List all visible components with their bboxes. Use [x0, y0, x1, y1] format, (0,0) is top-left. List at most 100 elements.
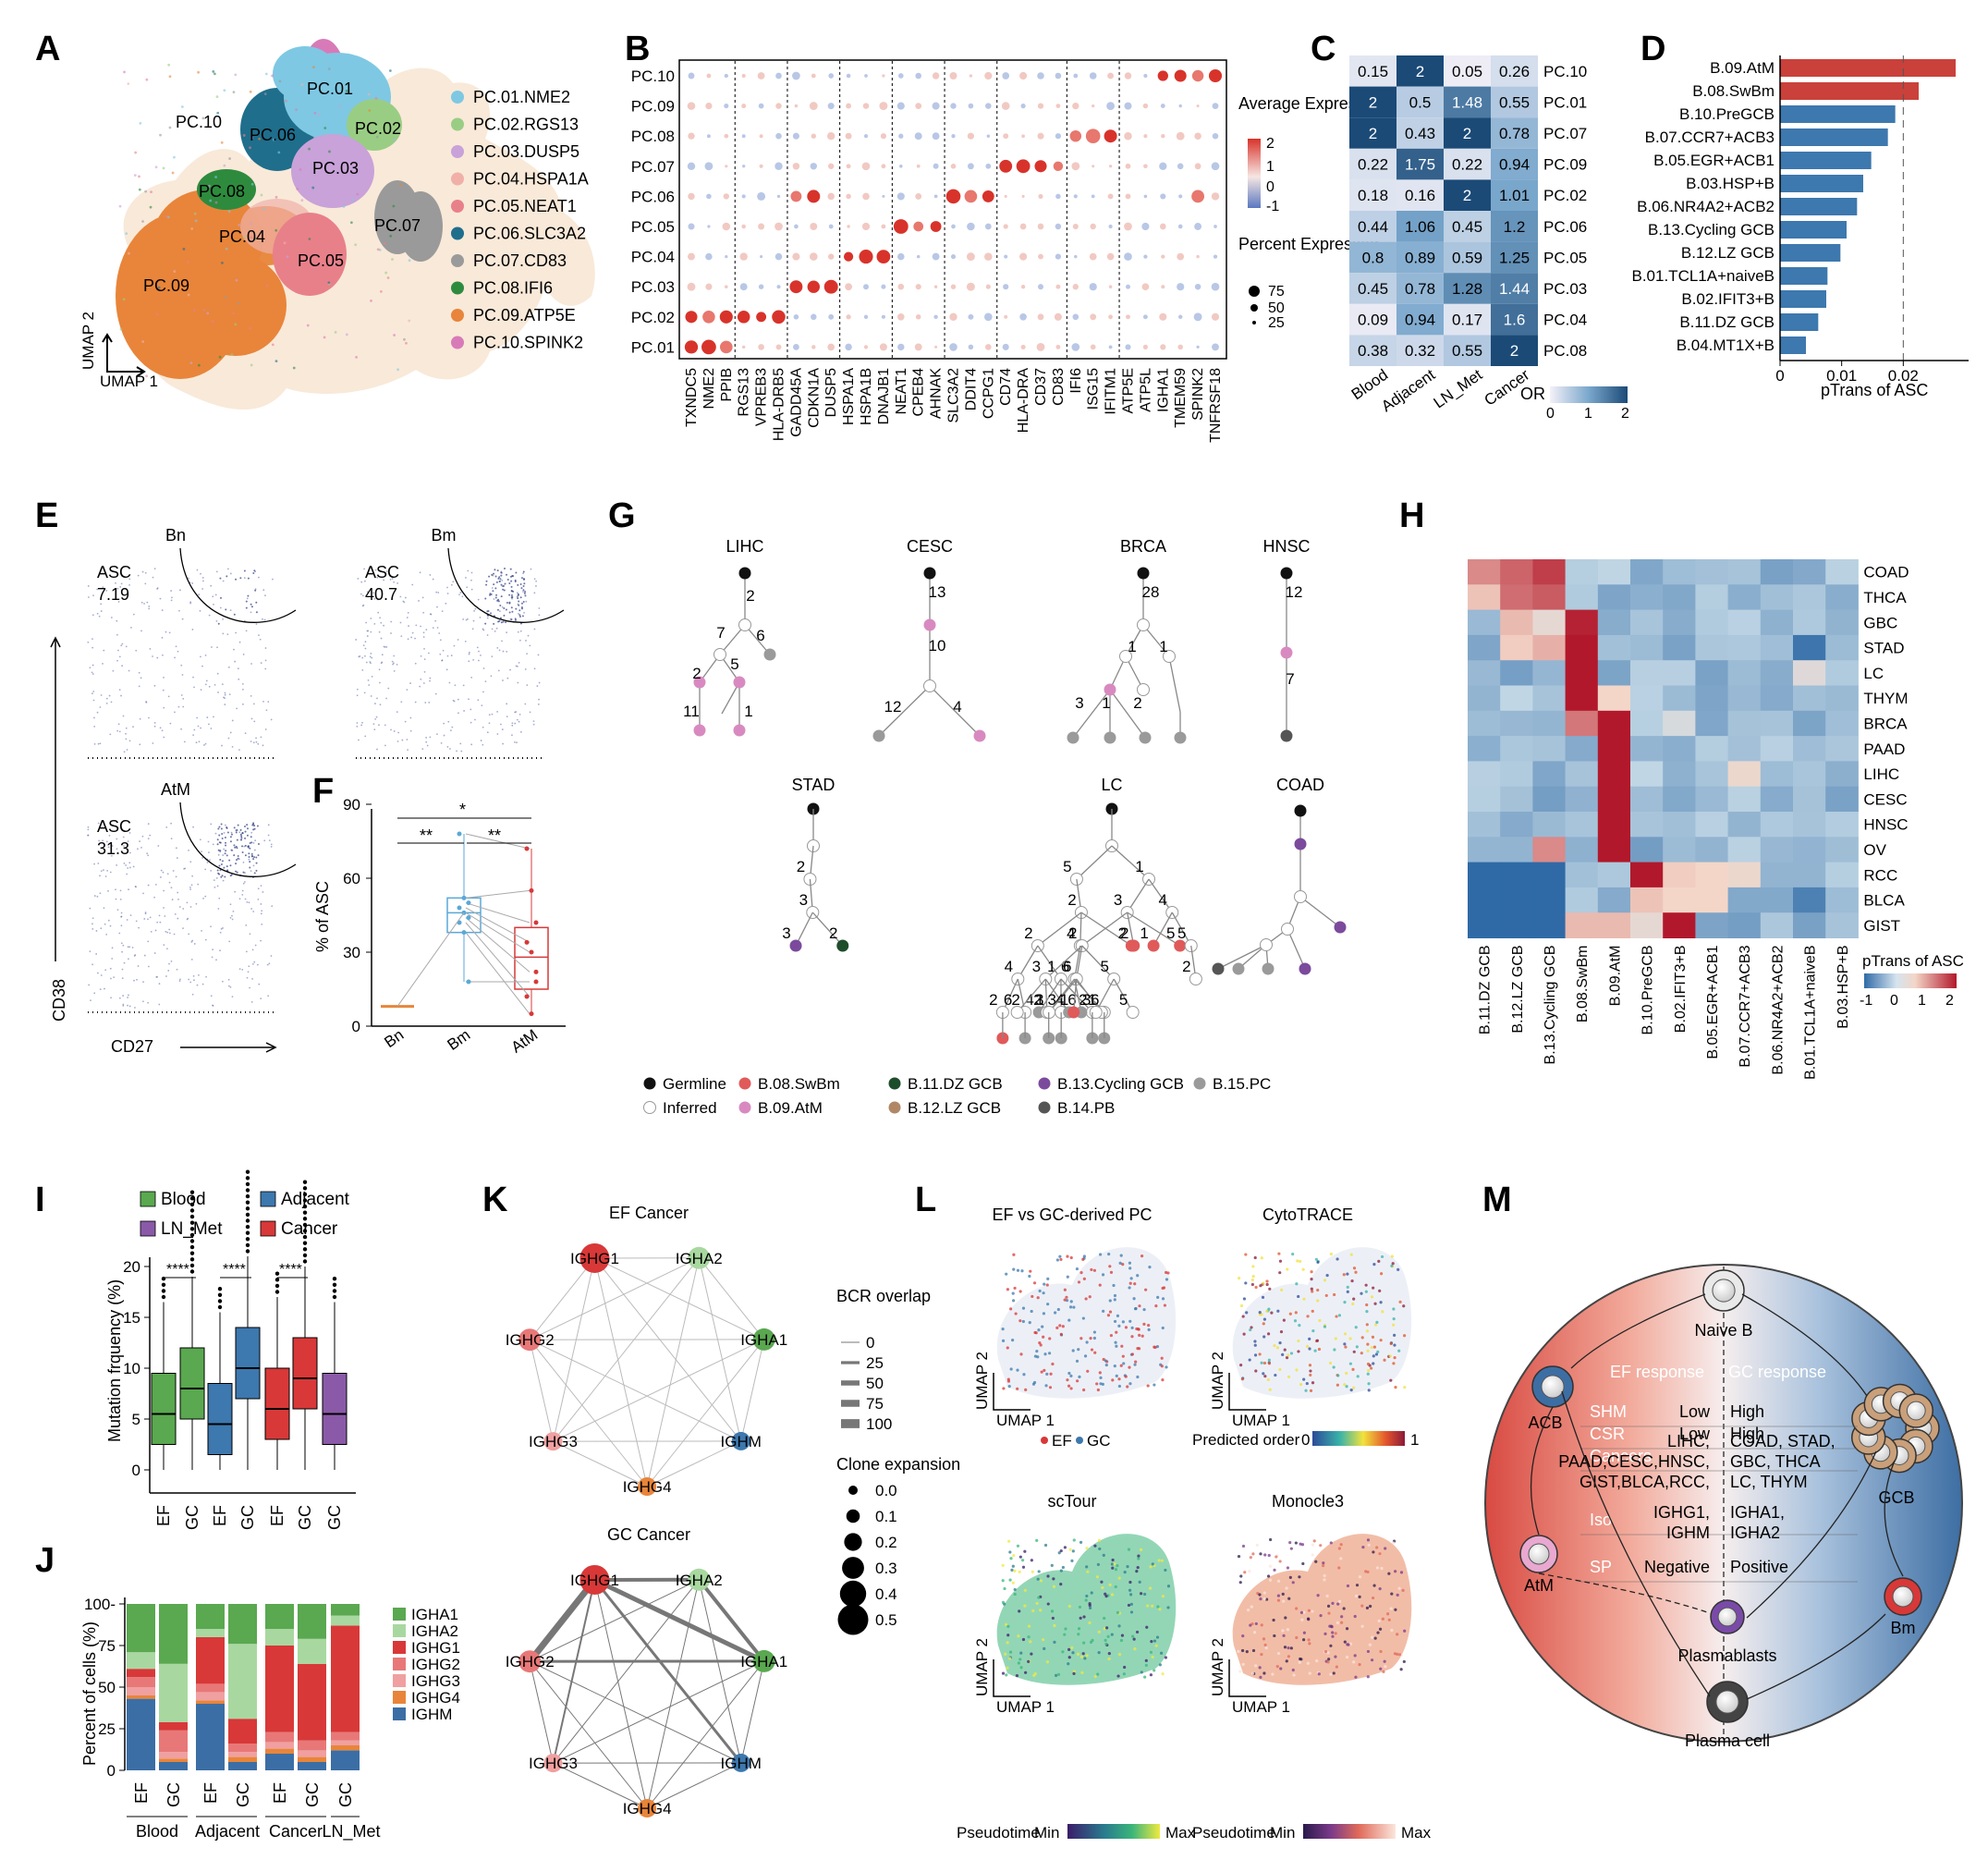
- trajectory-point: [1329, 1252, 1333, 1256]
- flow-event: [95, 930, 98, 932]
- flow-event: [418, 600, 420, 602]
- flow-event: [432, 627, 434, 630]
- gene-label-spink2: SPINK2: [1190, 368, 1206, 421]
- flow-event: [255, 623, 258, 626]
- tree-edge-label: 4: [1067, 924, 1075, 942]
- trajectory-point: [1368, 1643, 1372, 1646]
- flow-event: [97, 822, 100, 825]
- dot-pc09-dnajb1: [879, 102, 888, 111]
- flow-event: [271, 905, 274, 908]
- umap-point: [242, 236, 246, 239]
- trajectory-point: [1289, 1547, 1293, 1550]
- flow-event: [519, 596, 522, 599]
- ptrans-row-blca: BLCA: [1863, 892, 1905, 910]
- asc-significance: * ** **: [397, 801, 531, 845]
- flow-event: [131, 947, 134, 948]
- dot-pc07-dusp5: [828, 163, 835, 169]
- expr-tick-0: 0: [1266, 179, 1275, 195]
- ptrans-row-paad: PAAD: [1863, 740, 1905, 758]
- flow-event: [93, 863, 95, 865]
- trajectory-point: [1012, 1554, 1016, 1558]
- flow-event: [132, 865, 135, 868]
- flow-event: [425, 737, 428, 739]
- expansion-legend: 0.00.10.20.30.40.5: [837, 1482, 897, 1635]
- flow-event: [195, 902, 198, 905]
- dot-pc04-tmem59: [1177, 252, 1185, 261]
- mut-outlier: [189, 1227, 195, 1231]
- trajectory-point: [1150, 1640, 1153, 1644]
- flow-event: [230, 833, 233, 836]
- trajectory-point: [1328, 1624, 1332, 1628]
- flow-event: [207, 840, 210, 843]
- flow-event: [128, 669, 130, 672]
- trajectory-point: [1372, 1550, 1375, 1554]
- tree-node: [1089, 1006, 1103, 1019]
- dot-pc02-cpeb4: [915, 314, 921, 320]
- trajectory-point: [1324, 1293, 1328, 1298]
- trajectory-title: Monocle3: [1272, 1492, 1344, 1511]
- flow-event: [177, 705, 180, 708]
- ptrans-cell: [1532, 887, 1567, 913]
- ptrans-cell: [1565, 837, 1599, 863]
- trajectory-point: [1282, 1318, 1286, 1322]
- iso-tick-label: 75: [98, 1637, 116, 1655]
- dot-pc01-hla-drb5: [775, 344, 782, 350]
- flow-event: [238, 898, 241, 900]
- trajectory-point: [1302, 1638, 1306, 1642]
- flow-event: [136, 978, 138, 981]
- flow-event: [243, 577, 246, 580]
- flow-event: [502, 679, 504, 681]
- flow-event: [422, 631, 425, 634]
- tree-node: [1126, 1006, 1140, 1019]
- iso-seg-ighg4: [127, 1695, 155, 1699]
- ptrans-cell: [1695, 786, 1729, 813]
- flow-event: [255, 737, 257, 740]
- trajectory-point: [1071, 1651, 1075, 1655]
- flow-event: [429, 613, 432, 616]
- dot-pc02-dnajb1: [881, 314, 886, 319]
- flow-event: [227, 978, 230, 981]
- ptrans-cell: [1630, 837, 1664, 863]
- flow-event: [140, 677, 142, 679]
- trajectory-point: [1394, 1386, 1397, 1389]
- flow-event: [399, 621, 402, 624]
- lineage-arrow: [1561, 1390, 1711, 1697]
- dot-pc06-dusp5: [827, 192, 835, 201]
- trajectory-point: [1371, 1635, 1374, 1639]
- flow-event: [404, 720, 407, 723]
- dot-pc07-cpeb4: [916, 164, 921, 168]
- flow-event: [147, 884, 150, 887]
- mut-legend-swatch-lnmet: [140, 1220, 156, 1237]
- flow-event: [378, 724, 380, 727]
- flow-event: [122, 836, 125, 838]
- trajectory-point: [1054, 1311, 1057, 1315]
- trajectory-point: [1355, 1584, 1360, 1587]
- umap-point: [150, 190, 152, 194]
- trajectory-point: [1269, 1537, 1273, 1542]
- ptrans-cell: [1597, 736, 1631, 762]
- flow-event: [156, 656, 159, 659]
- trajectory-point: [1285, 1659, 1288, 1663]
- umap-point: [300, 83, 304, 86]
- mut-outlier: [189, 1196, 195, 1201]
- flow-event: [257, 854, 260, 857]
- flow-event: [517, 583, 519, 586]
- tree-edge: [878, 685, 931, 737]
- paired-line: [465, 907, 531, 943]
- trajectory-point: [1274, 1373, 1277, 1377]
- flow-event: [410, 636, 413, 639]
- trajectory-point: [1059, 1332, 1063, 1336]
- iso-legend-label-igha2: IGHA2: [411, 1622, 458, 1640]
- flow-event: [160, 869, 163, 872]
- flow-event: [216, 869, 219, 872]
- dot-pc02-ddit4: [968, 313, 974, 320]
- dot-pc10-tmem59: [1174, 69, 1187, 82]
- flow-event: [239, 577, 242, 580]
- panel-label-e: E: [35, 496, 58, 535]
- trajectory-point: [1268, 1578, 1273, 1582]
- ptrans-cell: [1532, 812, 1567, 838]
- tree-node: [1067, 731, 1079, 744]
- trajectory-point: [1286, 1628, 1290, 1632]
- tree-node: [1294, 838, 1307, 850]
